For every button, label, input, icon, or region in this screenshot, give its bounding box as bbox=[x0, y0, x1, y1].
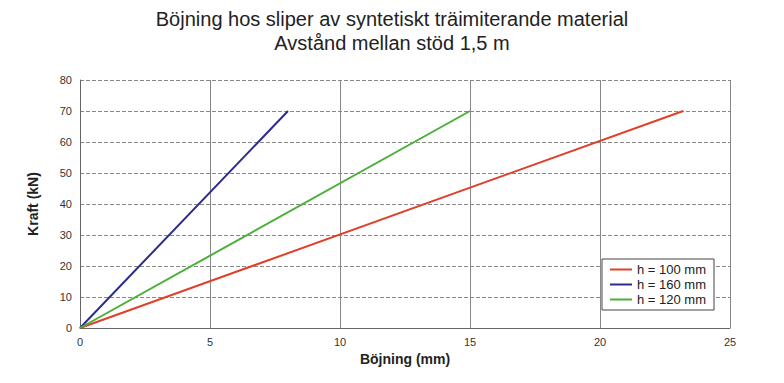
svg-text:Böjning hos sliper av syntetis: Böjning hos sliper av syntetiskt träimit… bbox=[156, 8, 628, 30]
svg-text:40: 40 bbox=[60, 198, 72, 210]
svg-text:10: 10 bbox=[334, 336, 346, 348]
svg-text:50: 50 bbox=[60, 167, 72, 179]
svg-text:0: 0 bbox=[77, 336, 83, 348]
svg-text:20: 20 bbox=[60, 260, 72, 272]
svg-text:Böjning (mm): Böjning (mm) bbox=[360, 351, 450, 367]
svg-text:5: 5 bbox=[207, 336, 213, 348]
svg-text:15: 15 bbox=[464, 336, 476, 348]
svg-text:0: 0 bbox=[66, 322, 72, 334]
svg-text:60: 60 bbox=[60, 136, 72, 148]
svg-text:20: 20 bbox=[594, 336, 606, 348]
svg-text:70: 70 bbox=[60, 105, 72, 117]
svg-text:80: 80 bbox=[60, 74, 72, 86]
svg-text:Avstånd mellan stöd 1,5 m: Avstånd mellan stöd 1,5 m bbox=[274, 32, 509, 54]
svg-text:h = 100 mm: h = 100 mm bbox=[637, 262, 706, 277]
svg-text:h = 160 mm: h = 160 mm bbox=[637, 277, 706, 292]
svg-text:h = 120 mm: h = 120 mm bbox=[637, 292, 706, 307]
svg-text:Kraft (kN): Kraft (kN) bbox=[25, 172, 41, 236]
svg-text:30: 30 bbox=[60, 229, 72, 241]
svg-text:25: 25 bbox=[724, 336, 736, 348]
svg-text:10: 10 bbox=[60, 291, 72, 303]
